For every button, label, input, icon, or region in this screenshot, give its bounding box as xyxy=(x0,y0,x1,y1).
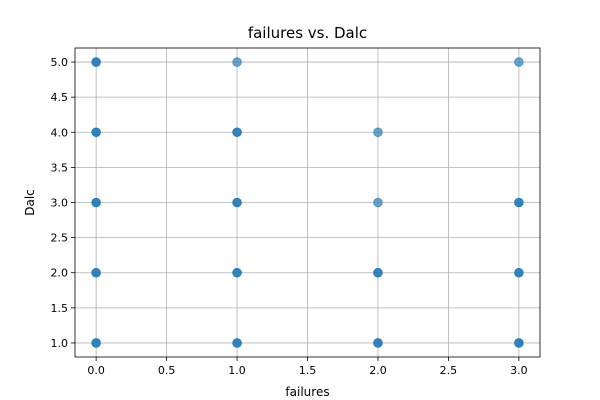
x-tick-label: 0.5 xyxy=(158,364,176,377)
data-point xyxy=(373,197,383,208)
data-point xyxy=(91,127,101,138)
y-tick-label: 5.0 xyxy=(51,56,69,69)
y-tick-label: 2.0 xyxy=(51,267,69,280)
data-point xyxy=(514,267,524,278)
y-tick-label: 1.5 xyxy=(51,302,69,315)
y-axis-label: Dalc xyxy=(23,189,37,216)
x-tick-label: 1.0 xyxy=(228,364,246,377)
data-point xyxy=(91,197,101,208)
data-point xyxy=(373,338,383,348)
data-point xyxy=(373,267,383,278)
data-point xyxy=(232,57,242,67)
data-point xyxy=(232,197,242,208)
x-tick-label: 2.5 xyxy=(440,364,458,377)
y-tick-label: 4.0 xyxy=(51,126,69,139)
data-point xyxy=(91,57,101,67)
data-point xyxy=(232,127,242,138)
data-point xyxy=(514,197,524,208)
y-tick-label: 4.5 xyxy=(51,91,69,104)
data-point xyxy=(232,267,242,278)
points-layer xyxy=(91,57,524,348)
y-tick-label: 3.5 xyxy=(51,161,69,174)
data-point xyxy=(91,338,101,348)
y-tick-label: 1.0 xyxy=(51,337,69,350)
x-tick-label: 2.0 xyxy=(369,364,387,377)
y-tick-label: 3.0 xyxy=(51,197,69,210)
x-tick-label: 1.5 xyxy=(299,364,317,377)
x-axis-label: failures xyxy=(285,385,329,399)
x-tick-label: 0.0 xyxy=(87,364,105,377)
ticks-layer: 0.0 0.5 1.0 1.5 2.0 2.5 3.0 1.0 1.5 2.0 2.5 3.0 3.5 4… xyxy=(51,56,528,377)
data-point xyxy=(514,338,524,348)
data-point xyxy=(514,57,524,67)
data-point xyxy=(373,127,383,138)
data-point xyxy=(91,267,101,278)
data-point xyxy=(232,338,242,348)
chart-title: failures vs. Dalc xyxy=(248,24,367,42)
x-tick-label: 3.0 xyxy=(510,364,528,377)
y-tick-label: 2.5 xyxy=(51,232,69,245)
